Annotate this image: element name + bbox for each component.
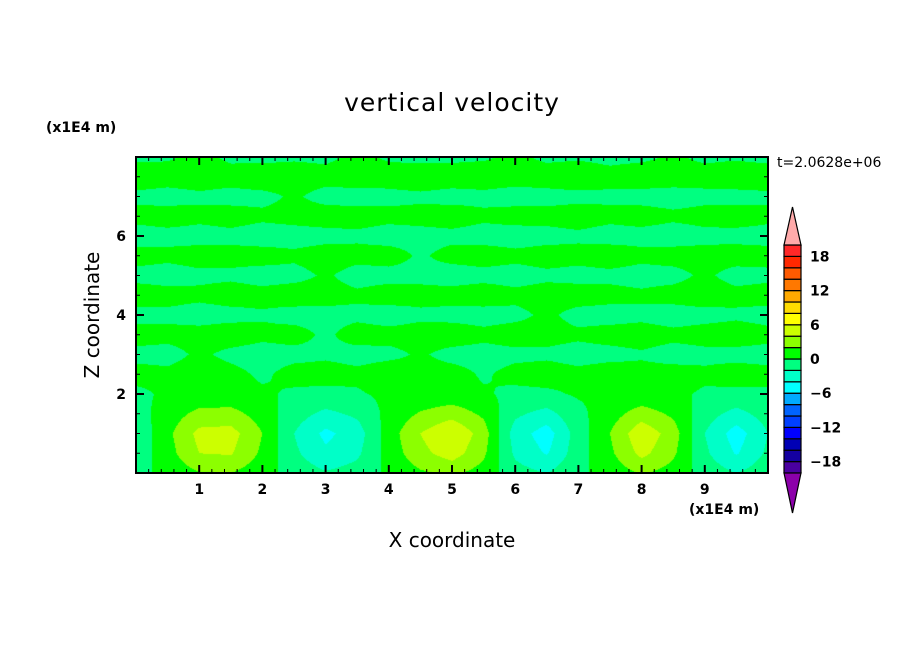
colorbar-box: [783, 244, 802, 257]
x-tick-label: 6: [510, 482, 520, 498]
colorbar-tick-label: 18: [810, 249, 829, 265]
colorbar-box: [783, 404, 802, 417]
colorbar-tick-label: 0: [810, 352, 820, 368]
colorbar-box: [783, 278, 802, 292]
colorbar-box: [783, 335, 802, 349]
x-axis-label: X coordinate: [388, 528, 516, 552]
x-tick-label: 7: [574, 482, 584, 498]
colorbar-box: [783, 392, 802, 406]
colorbar-tick-label: −12: [810, 420, 841, 436]
colorbar-box: [783, 358, 802, 371]
colorbar-box: [783, 312, 802, 326]
colorbar-box: [783, 381, 802, 394]
colorbar-tick-label: 12: [810, 284, 829, 300]
colorbar-tick-label: −6: [810, 386, 831, 402]
colorbar-box: [783, 369, 802, 383]
y-tick-label: 4: [116, 308, 126, 324]
colorbar-tick-label: −18: [810, 455, 841, 471]
colorbar-box: [783, 255, 802, 269]
contour-field: [136, 157, 768, 473]
x-tick-label: 2: [258, 482, 268, 498]
y-tick-label: 2: [116, 387, 126, 403]
colorbar-under-triangle: [783, 472, 802, 514]
colorbar-box: [783, 415, 802, 428]
colorbar-box: [783, 426, 802, 440]
colorbar-box: [783, 347, 802, 360]
plot-frame: [135, 156, 769, 474]
colorbar-box: [783, 449, 802, 463]
colorbar-box: [783, 290, 802, 303]
x-tick-label: 5: [447, 482, 457, 498]
x-tick-label: 3: [321, 482, 331, 498]
colorbar-box: [783, 301, 802, 314]
y-tick-label: 6: [116, 229, 126, 245]
colorbar-over-triangle: [783, 206, 802, 246]
colorbar-tick-label: 6: [810, 318, 820, 334]
x-tick-label: 8: [637, 482, 647, 498]
time-annotation: t=2.0628e+06: [777, 155, 882, 171]
x-axis-unit: (x1E4 m): [689, 502, 760, 518]
y-axis-unit: (x1E4 m): [46, 120, 117, 136]
chart-title: vertical velocity: [344, 88, 560, 117]
colorbar-box: [783, 461, 802, 474]
x-tick-label: 1: [194, 482, 204, 498]
x-tick-label: 4: [384, 482, 394, 498]
colorbar-box: [783, 438, 802, 451]
x-tick-label: 9: [700, 482, 710, 498]
colorbar-box: [783, 267, 802, 280]
colorbar-box: [783, 324, 802, 337]
